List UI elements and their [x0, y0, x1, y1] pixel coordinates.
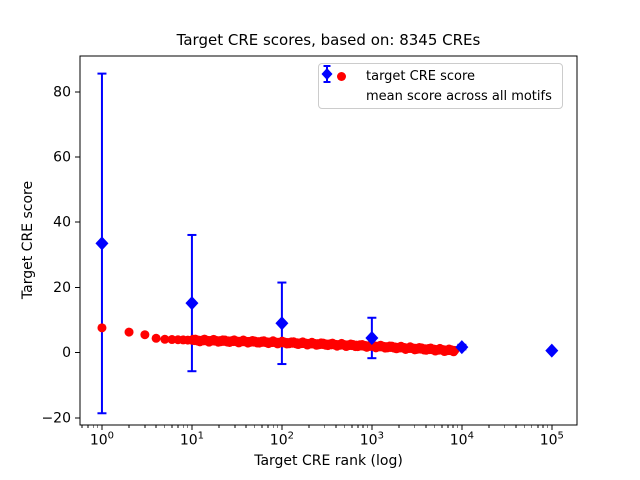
- x-axis-ticks: 100 101 102 103 104 105: [90, 425, 564, 449]
- series-target-cre-score: [97, 323, 460, 357]
- x-tick-label: 100: [90, 431, 114, 449]
- chart-title: Target CRE scores, based on: 8345 CREs: [176, 31, 481, 49]
- x-axis-label: Target CRE rank (log): [254, 453, 403, 469]
- legend-label-mean-score: mean score across all motifs: [366, 88, 552, 104]
- y-axis-label: Target CRE score: [20, 180, 36, 300]
- x-tick-label: 104: [450, 431, 474, 449]
- mean-score-diamond: [365, 330, 379, 345]
- legend-marker-circle-icon: [319, 71, 363, 81]
- axes-frame: [79, 55, 578, 426]
- legend-label-target-cre-score: target CRE score: [366, 68, 476, 84]
- y-tick-label: −20: [41, 410, 71, 426]
- x-tick-label: 105: [540, 431, 564, 449]
- legend-item-target-cre-score: target CRE score: [319, 66, 562, 86]
- y-axis-ticks: −20 0 20 40 60 80: [41, 84, 80, 426]
- y-tick-label: 80: [53, 84, 71, 100]
- mean-score-diamond: [455, 340, 469, 355]
- y-tick-label: 60: [53, 150, 71, 166]
- x-tick-label: 103: [360, 431, 384, 449]
- y-tick-label: 40: [53, 215, 71, 231]
- mean-score-diamond: [275, 316, 289, 331]
- mean-score-diamond: [545, 343, 559, 358]
- y-tick-label: 20: [53, 280, 71, 296]
- legend: target CRE score mean score across all m…: [318, 63, 563, 109]
- y-tick-label: 0: [62, 345, 71, 361]
- mean-score-diamond: [95, 236, 109, 251]
- series-mean-score: [95, 236, 559, 358]
- legend-item-mean-score: mean score across all motifs: [319, 65, 562, 106]
- x-tick-label: 101: [180, 431, 204, 449]
- x-tick-label: 102: [270, 431, 294, 449]
- mean-score-diamond: [185, 296, 199, 311]
- errorbar-lines: [97, 72, 557, 415]
